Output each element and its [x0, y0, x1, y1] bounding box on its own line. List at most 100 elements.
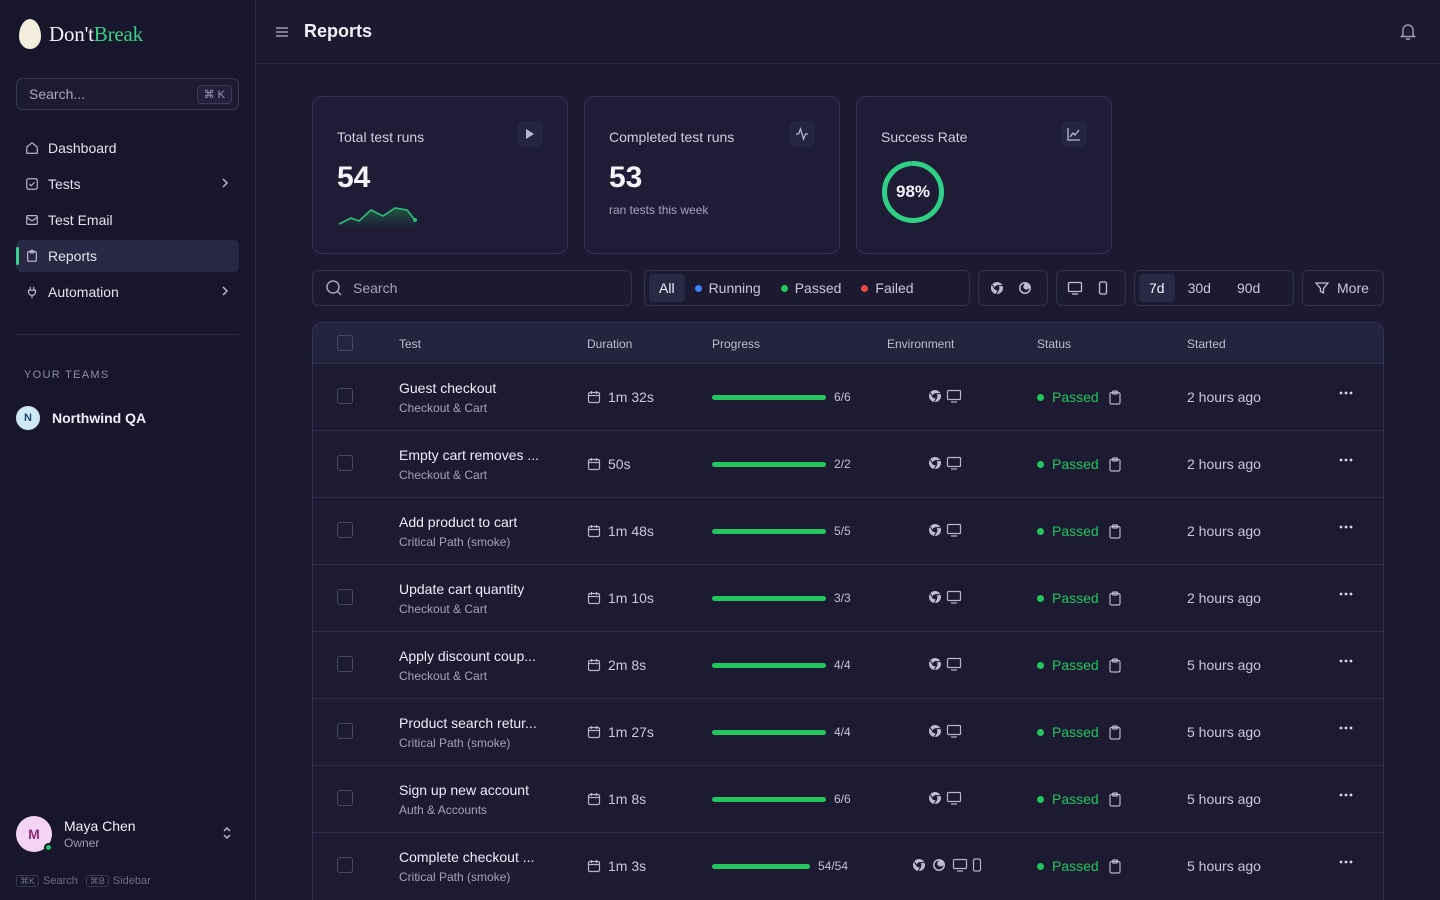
filter-all[interactable]: All: [649, 274, 685, 302]
app-logo[interactable]: Don'tBreak: [19, 19, 143, 49]
monitor-icon: [946, 389, 962, 403]
activity-icon: [789, 121, 815, 147]
sidebar-item-dashboard[interactable]: Dashboard: [16, 132, 239, 164]
monitor-icon[interactable]: [1061, 274, 1089, 302]
sidebar-item-automation[interactable]: Automation: [16, 276, 239, 308]
select-all-checkbox[interactable]: [337, 335, 353, 351]
range-30d[interactable]: 30d: [1187, 280, 1211, 296]
status-badge: Passed: [1037, 724, 1121, 740]
clipboard-icon[interactable]: [1109, 724, 1121, 740]
table-row[interactable]: Product search retur... Critical Path (sm…: [313, 698, 1383, 765]
chrome-icon: [912, 858, 926, 872]
filter-running[interactable]: Running: [685, 274, 771, 302]
test-name[interactable]: Product search retur...: [399, 715, 537, 731]
status-badge: Passed: [1037, 456, 1121, 472]
bell-icon[interactable]: [1399, 22, 1417, 43]
column-environment[interactable]: Environment: [887, 337, 955, 351]
more-filters-button[interactable]: More: [1302, 270, 1384, 306]
table-row[interactable]: Sign up new account Auth & Accounts 1m 8s 6…: [313, 765, 1383, 832]
status-filter-group: All Running Passed Failed: [644, 270, 970, 306]
column-test[interactable]: Test: [399, 337, 422, 351]
user-info: Maya Chen Owner: [64, 818, 136, 850]
environment-icons: [928, 791, 962, 805]
column-started[interactable]: Started: [1187, 337, 1226, 351]
calendar-icon: [587, 390, 601, 404]
test-name[interactable]: Empty cart removes ...: [399, 447, 540, 463]
row-checkbox[interactable]: [337, 790, 353, 806]
row-checkbox[interactable]: [337, 656, 353, 672]
menu-toggle-icon[interactable]: [274, 24, 290, 40]
column-status[interactable]: Status: [1037, 337, 1072, 351]
test-name[interactable]: Guest checkout: [399, 380, 497, 396]
firefox-icon[interactable]: [1011, 274, 1039, 302]
chrome-icon: [928, 724, 942, 738]
more-actions-icon[interactable]: [1339, 525, 1353, 529]
chrome-icon[interactable]: [983, 274, 1011, 302]
test-duration: 50s: [587, 456, 631, 472]
test-name[interactable]: Update cart quantity: [399, 581, 525, 597]
column-duration[interactable]: Duration: [587, 337, 633, 351]
table-row[interactable]: Guest checkout Checkout & Cart 1m 32s 6/6 Pa…: [313, 363, 1383, 430]
team-item[interactable]: N Northwind QA: [16, 406, 146, 430]
table-row[interactable]: Empty cart removes ... Checkout & Cart 50s…: [313, 430, 1383, 497]
monitor-icon: [952, 858, 968, 872]
sidebar-item-tests[interactable]: Tests: [16, 168, 239, 200]
row-checkbox[interactable]: [337, 522, 353, 538]
more-actions-icon[interactable]: [1339, 860, 1353, 864]
progress-fill: [712, 663, 826, 668]
browser-filter-group: [978, 270, 1048, 306]
status-dot: [1037, 728, 1044, 736]
table-row[interactable]: Complete checkout ... Critical Path (smok…: [313, 832, 1383, 899]
filter-passed[interactable]: Passed: [771, 274, 852, 302]
environment-icons: [928, 590, 962, 604]
clipboard-icon[interactable]: [1109, 590, 1121, 606]
sidebar-item-reports[interactable]: Reports: [16, 240, 239, 272]
clipboard-icon[interactable]: [1109, 791, 1121, 807]
more-actions-icon[interactable]: [1339, 793, 1353, 797]
table-row[interactable]: Apply discount coup... Checkout & Cart 2m …: [313, 631, 1383, 698]
test-name[interactable]: Add product to cart: [399, 514, 518, 530]
sidebar-item-label: Test Email: [48, 212, 113, 228]
progress-bar: [712, 529, 826, 534]
progress-count: 5/5: [834, 524, 851, 538]
sidebar-item-test-email[interactable]: Test Email: [16, 204, 239, 236]
test-name[interactable]: Apply discount coup...: [399, 648, 536, 664]
filter-failed[interactable]: Failed: [851, 274, 923, 302]
more-actions-icon[interactable]: [1339, 391, 1353, 395]
sidebar-search-input[interactable]: Search... ⌘ K: [16, 78, 239, 110]
more-actions-icon[interactable]: [1339, 592, 1353, 596]
success-rate-value: 98%: [895, 182, 931, 201]
more-actions-icon[interactable]: [1339, 659, 1353, 663]
range-90d[interactable]: 90d: [1236, 280, 1261, 296]
clipboard-icon[interactable]: [1109, 858, 1121, 874]
test-name[interactable]: Complete checkout ...: [399, 849, 535, 865]
chrome-icon: [928, 389, 942, 403]
monitor-icon: [946, 791, 962, 805]
clipboard-icon[interactable]: [1109, 657, 1121, 673]
sidebar-item-label: Reports: [48, 248, 98, 264]
range-7d[interactable]: 7d: [1139, 274, 1175, 302]
started-time: 5 hours ago: [1187, 858, 1261, 874]
user-menu[interactable]: M Maya Chen Owner: [16, 816, 239, 852]
column-progress[interactable]: Progress: [712, 337, 761, 351]
row-checkbox[interactable]: [337, 723, 353, 739]
clipboard-icon[interactable]: [1109, 523, 1121, 539]
test-duration: 1m 27s: [587, 724, 654, 740]
clipboard-icon[interactable]: [1109, 389, 1121, 405]
row-checkbox[interactable]: [337, 589, 353, 605]
test-name[interactable]: Sign up new account: [399, 782, 529, 798]
more-actions-icon[interactable]: [1339, 458, 1353, 462]
tests-search-input[interactable]: Search: [312, 270, 632, 306]
row-checkbox[interactable]: [337, 857, 353, 873]
row-checkbox[interactable]: [337, 388, 353, 404]
table-header: Test Duration Progress Environment Statu…: [313, 323, 1383, 363]
online-status-dot: [44, 843, 53, 852]
more-actions-icon[interactable]: [1339, 726, 1353, 730]
row-checkbox[interactable]: [337, 455, 353, 471]
table-row[interactable]: Add product to cart Critical Path (smoke)…: [313, 497, 1383, 564]
mobile-icon[interactable]: [1089, 274, 1117, 302]
status-badge: Passed: [1037, 590, 1121, 606]
clipboard-icon[interactable]: [1109, 456, 1121, 472]
table-row[interactable]: Update cart quantity Checkout & Cart 1m 10…: [313, 564, 1383, 631]
plug-icon: [24, 284, 40, 300]
